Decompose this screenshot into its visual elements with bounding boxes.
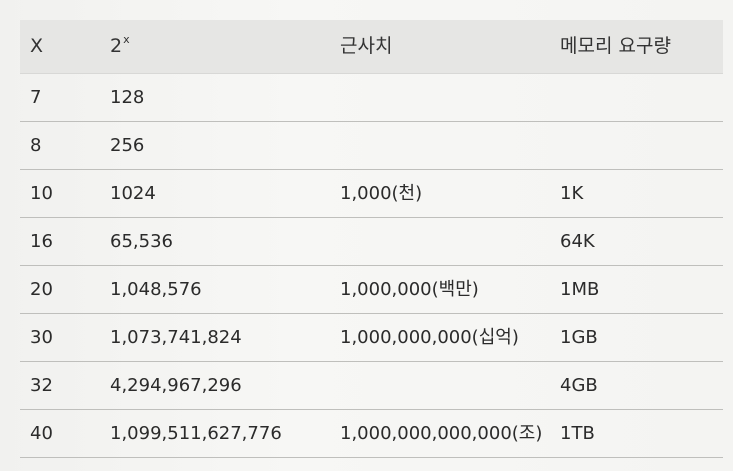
cell-memory: 1K — [560, 182, 584, 204]
cell-memory: 1MB — [560, 278, 600, 300]
cell-power-value: 1,073,741,824 — [110, 326, 242, 348]
header-power-of-two: 2x — [100, 34, 330, 57]
cell-power-value: 1,048,576 — [110, 278, 202, 300]
cell-power-value: 4,294,967,296 — [110, 374, 242, 396]
cell-power-value: 65,536 — [110, 230, 173, 252]
cell-x: 10 — [30, 182, 53, 204]
cell-memory: 1TB — [560, 422, 595, 444]
cell-x: 30 — [30, 326, 53, 348]
cell-x: 40 — [30, 422, 53, 444]
cell-power-value: 128 — [110, 86, 145, 108]
table-row: 7 128 — [20, 74, 723, 122]
cell-power-value: 1,099,511,627,776 — [110, 422, 282, 444]
header-memory-requirement: 메모리 요구량 — [560, 35, 671, 57]
cell-x: 7 — [30, 86, 42, 108]
table-row: 32 4,294,967,296 4GB — [20, 362, 723, 410]
cell-approximation: 1,000,000(백만) — [340, 278, 479, 300]
header-x: X — [30, 35, 44, 57]
powers-of-two-table: X 2x 근사치 메모리 요구량 7 128 8 256 10 1024 1,0… — [20, 20, 723, 458]
cell-power-value: 1024 — [110, 182, 156, 204]
cell-x: 32 — [30, 374, 53, 396]
table-row: 20 1,048,576 1,000,000(백만) 1MB — [20, 266, 723, 314]
cell-x: 8 — [30, 134, 42, 156]
cell-memory: 4GB — [560, 374, 598, 396]
cell-approximation: 1,000(천) — [340, 182, 423, 204]
cell-x: 20 — [30, 278, 53, 300]
table-row: 8 256 — [20, 122, 723, 170]
header-power-base: 2 — [110, 35, 123, 57]
table-row: 30 1,073,741,824 1,000,000,000(십억) 1GB — [20, 314, 723, 362]
table-row: 10 1024 1,000(천) 1K — [20, 170, 723, 218]
cell-memory: 1GB — [560, 326, 598, 348]
cell-x: 16 — [30, 230, 53, 252]
table-row: 16 65,536 64K — [20, 218, 723, 266]
header-approximation: 근사치 — [340, 35, 393, 57]
table-header-row: X 2x 근사치 메모리 요구량 — [20, 20, 723, 74]
header-power-exponent: x — [123, 33, 130, 46]
cell-memory: 64K — [560, 230, 595, 252]
cell-approximation: 1,000,000,000(십억) — [340, 326, 519, 348]
cell-approximation: 1,000,000,000,000(조) — [340, 422, 543, 444]
cell-power-value: 256 — [110, 134, 145, 156]
table-row: 40 1,099,511,627,776 1,000,000,000,000(조… — [20, 410, 723, 458]
